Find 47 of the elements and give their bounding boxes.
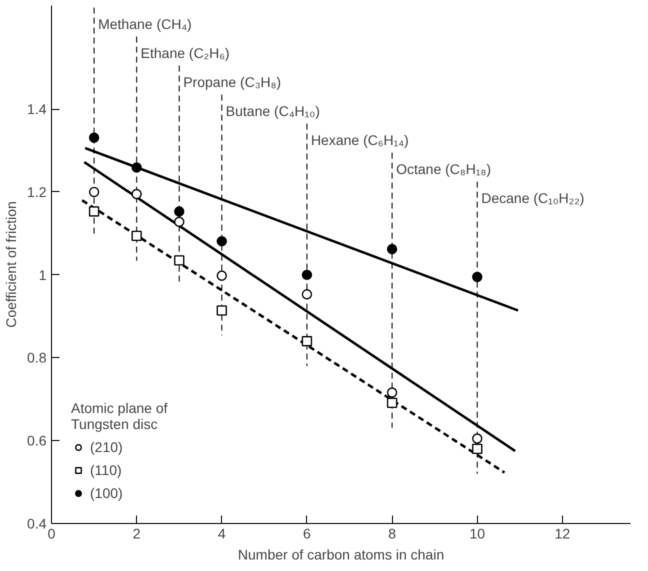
legend-title: Atomic plane of Tungsten disc	[71, 400, 168, 432]
legend-label: (210)	[90, 439, 123, 455]
point	[302, 289, 312, 300]
y-tick-label: 1	[38, 266, 47, 283]
ref-line-label: Ethane (C₂H₆)	[140, 45, 230, 62]
y-tick-label: 0.8	[27, 350, 47, 366]
y-axis-title: Coefficient of friction	[3, 201, 20, 328]
point	[386, 244, 398, 254]
point	[131, 162, 142, 173]
point	[131, 230, 142, 242]
x-axis-title: Number of carbon atoms in chain	[238, 546, 444, 562]
point	[472, 272, 482, 282]
x-tick-label: 8	[388, 526, 396, 542]
ref-line-label: Hexane (C₆H₁₄)	[310, 132, 409, 148]
x-tick-label: 0	[48, 526, 56, 542]
y-tick-label: 0.4	[27, 516, 47, 532]
point	[472, 444, 482, 454]
point	[472, 433, 482, 444]
point	[174, 206, 184, 217]
y-tick-label: 1.2	[27, 184, 47, 200]
x-tick-label: 2	[132, 526, 141, 542]
ref-line-label: Butane (C₄H₁₀)	[226, 103, 320, 120]
ref-line-label: Propane (C₃H₈)	[183, 74, 282, 90]
point	[302, 336, 312, 346]
point	[88, 186, 100, 198]
point	[216, 305, 227, 316]
y-tick-label: 1.4	[27, 101, 47, 118]
point	[131, 188, 142, 200]
point	[386, 398, 398, 408]
point	[88, 132, 100, 143]
point	[386, 387, 398, 398]
point	[302, 270, 312, 280]
ref-line-label: Octane (C₈H₁₈)	[396, 161, 491, 178]
legend-label: (100)	[90, 485, 123, 501]
point	[88, 206, 100, 217]
point	[216, 236, 227, 246]
x-tick-label: 4	[218, 526, 226, 542]
y-tick-label: 0.6	[27, 432, 47, 449]
legend-label: (110)	[90, 462, 122, 478]
x-tick-label: 10	[469, 526, 486, 542]
point	[216, 270, 227, 281]
ref-line-label: Decane (C₁₀H₂₂)	[481, 190, 584, 206]
point	[174, 216, 184, 227]
x-tick-label: 6	[303, 526, 312, 542]
x-tick-label: 12	[554, 526, 570, 542]
point	[174, 255, 184, 266]
ref-line-label: Methane (CH₄)	[98, 16, 192, 32]
